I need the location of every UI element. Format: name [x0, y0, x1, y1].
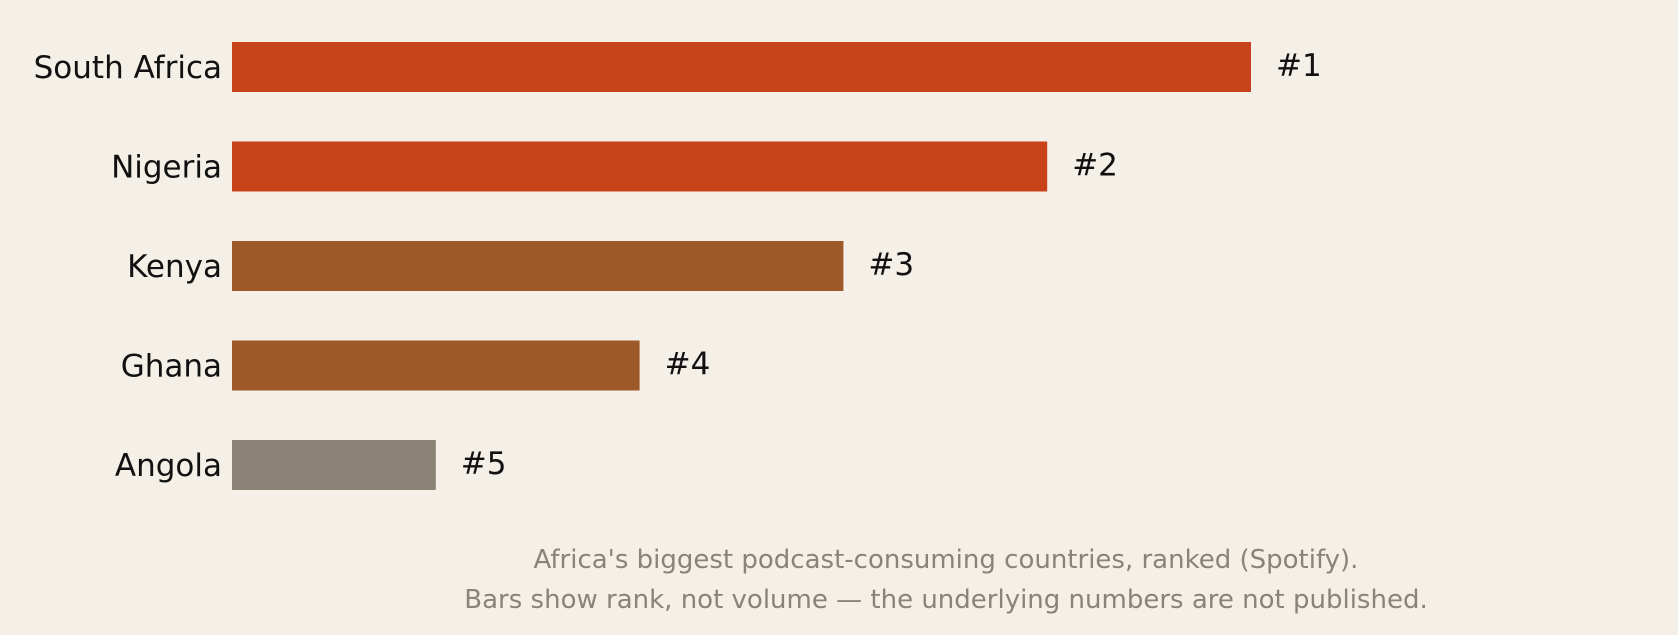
category-label: Kenya	[127, 249, 222, 285]
rank-label: #3	[868, 247, 914, 283]
category-label: Angola	[115, 448, 222, 484]
category-label: Nigeria	[111, 150, 222, 186]
bar-ghana	[232, 340, 640, 391]
caption-line-2: Bars show rank, not volume — the underly…	[464, 585, 1427, 615]
rank-label: #1	[1276, 48, 1322, 84]
bar-kenya	[232, 241, 844, 291]
bar-nigeria	[232, 141, 1048, 192]
category-label: South Africa	[34, 50, 222, 86]
rank-label: #5	[461, 446, 507, 482]
caption-line-1: Africa's biggest podcast-consuming count…	[534, 545, 1359, 575]
rank-labels: #1 #2 #3 #4 #5	[461, 48, 1322, 482]
category-label: Ghana	[121, 349, 222, 385]
rank-label: #2	[1072, 148, 1118, 184]
category-labels: South Africa Nigeria Kenya Ghana Angola	[34, 50, 222, 484]
chart-caption: Africa's biggest podcast-consuming count…	[464, 545, 1427, 615]
bar-south-africa	[232, 42, 1251, 92]
bar-angola	[232, 440, 436, 490]
rank-label: #4	[665, 347, 711, 383]
bars-group	[232, 42, 1251, 490]
